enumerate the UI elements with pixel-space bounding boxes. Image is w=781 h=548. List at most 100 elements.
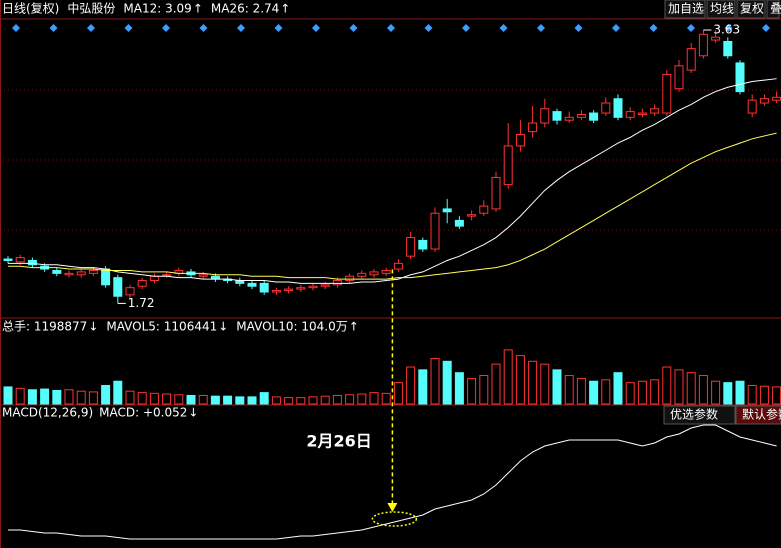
signal-icon bbox=[349, 24, 358, 32]
signal-icon bbox=[199, 24, 208, 32]
signal-icon bbox=[387, 24, 395, 32]
volume-bar bbox=[345, 394, 355, 405]
toolbar-label[interactable]: 复权 bbox=[740, 2, 764, 16]
candle-body bbox=[137, 280, 147, 287]
volume-bar bbox=[40, 388, 50, 405]
low-label: 1.72 bbox=[128, 296, 155, 310]
legend-entry: MAVOL5: 1106441 bbox=[106, 320, 217, 334]
toolbar-label[interactable]: 叠 bbox=[770, 2, 781, 16]
legend-trend: ↑ bbox=[280, 2, 290, 16]
volume-bar bbox=[393, 382, 403, 405]
candle-body bbox=[64, 272, 74, 276]
legend-trend: ↓ bbox=[188, 406, 198, 420]
legend-entry: 总手: 1198877 bbox=[2, 320, 87, 334]
volume-bar bbox=[27, 389, 37, 405]
candle-body bbox=[540, 108, 550, 124]
param-button[interactable] bbox=[663, 405, 736, 425]
candle-body bbox=[125, 287, 135, 296]
signal-icon bbox=[274, 24, 283, 32]
volume-bar bbox=[320, 395, 330, 405]
signal-icon bbox=[87, 24, 95, 32]
legend-trend: ↓ bbox=[88, 320, 98, 334]
volume-bar bbox=[223, 395, 233, 405]
toolbar-label[interactable]: 均线 bbox=[710, 2, 734, 16]
volume-bar bbox=[747, 385, 757, 405]
candle-body bbox=[601, 102, 611, 114]
candle-body bbox=[52, 269, 62, 274]
volume-bar bbox=[564, 375, 574, 405]
volume-bar bbox=[467, 377, 477, 405]
signal-icon bbox=[687, 24, 695, 32]
volume-bar bbox=[711, 380, 721, 405]
volume-bar bbox=[430, 357, 440, 405]
signal-icon bbox=[237, 24, 245, 32]
candle-body bbox=[650, 108, 660, 114]
candle-body bbox=[698, 33, 708, 57]
volume-bar bbox=[540, 363, 550, 405]
volume-bar bbox=[125, 390, 135, 405]
param-label[interactable]: 默认参数 bbox=[742, 407, 781, 422]
volume-bar bbox=[650, 379, 660, 405]
signal-icon bbox=[537, 24, 545, 32]
candle-body bbox=[674, 65, 684, 90]
volume-bar bbox=[406, 366, 416, 405]
period: 日线(复权) bbox=[2, 2, 59, 16]
volume-bar bbox=[418, 369, 428, 405]
volume-bar bbox=[528, 360, 538, 405]
toolbar-button[interactable] bbox=[736, 0, 766, 19]
volume-bar bbox=[503, 349, 513, 405]
volume-bar bbox=[735, 380, 745, 405]
candle-body bbox=[284, 288, 294, 292]
legend-entry: MACD: +0.052 bbox=[99, 406, 187, 420]
high-label: 3.63 bbox=[713, 23, 740, 37]
candle-body bbox=[406, 237, 416, 257]
toolbar-label[interactable]: 加自选 bbox=[668, 2, 704, 16]
candle-body bbox=[113, 277, 123, 297]
candle-body bbox=[491, 176, 501, 210]
candle-body bbox=[381, 269, 391, 274]
candle-body bbox=[259, 282, 269, 293]
candle-body bbox=[613, 98, 623, 118]
volume-bar bbox=[137, 392, 147, 405]
candle-body bbox=[27, 259, 37, 266]
toolbar-button[interactable] bbox=[706, 0, 736, 19]
ma-line bbox=[8, 132, 777, 280]
candle-body bbox=[625, 111, 635, 118]
param-label[interactable]: 优选参数 bbox=[670, 407, 718, 422]
candle-body bbox=[515, 134, 525, 147]
volume-bar bbox=[162, 393, 172, 405]
volume-bar bbox=[576, 377, 586, 405]
volume-bar bbox=[357, 393, 367, 405]
candle-body bbox=[3, 258, 13, 261]
toolbar-button[interactable] bbox=[766, 0, 780, 19]
volume-bar bbox=[259, 392, 269, 405]
signal-icon bbox=[724, 24, 733, 32]
candle-body bbox=[747, 99, 757, 114]
volume-bar bbox=[76, 390, 86, 405]
candle-body bbox=[332, 280, 342, 286]
signal-icon bbox=[124, 24, 133, 32]
candle-body bbox=[430, 212, 440, 250]
toolbar-button[interactable] bbox=[664, 0, 706, 19]
legend-entry: MA12: 3.09 bbox=[123, 2, 191, 16]
volume-bar bbox=[381, 392, 391, 405]
volume-bar bbox=[637, 380, 647, 405]
candle-body bbox=[552, 111, 562, 121]
candle-body bbox=[442, 208, 452, 213]
macd-line bbox=[8, 424, 777, 540]
legend-entry: MAVOL10: 104.0万 bbox=[236, 320, 347, 334]
candle-body bbox=[503, 145, 513, 186]
volume-bar bbox=[772, 386, 781, 405]
signal-icon bbox=[462, 24, 470, 32]
volume-bar bbox=[479, 375, 489, 405]
volume-bar bbox=[698, 375, 708, 405]
volume-bar bbox=[491, 363, 501, 405]
candle-body bbox=[320, 284, 330, 287]
candle-body bbox=[735, 62, 745, 93]
signal-icon bbox=[574, 24, 583, 32]
param-button[interactable] bbox=[735, 405, 781, 425]
signal-icon bbox=[49, 24, 58, 32]
volume-bar bbox=[284, 397, 294, 405]
volume-bar bbox=[174, 394, 184, 405]
volume-bar bbox=[210, 395, 220, 405]
